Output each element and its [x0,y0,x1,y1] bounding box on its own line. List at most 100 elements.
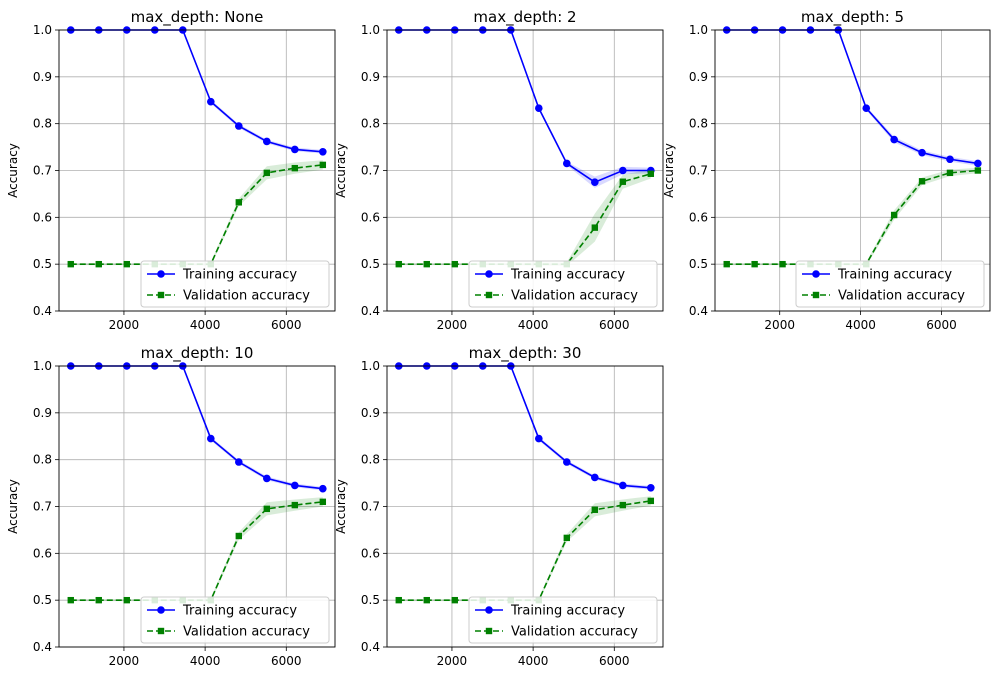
y-axis-label: Accuracy [662,143,676,198]
validation-legend-marker [157,291,165,299]
y-tick-label: 0.5 [361,257,380,271]
y-tick-label: 0.7 [33,164,52,178]
y-tick-label: 1.0 [33,359,52,373]
subplot-grid: 2000 4000 6000 0.4 0.5 0.6 0.7 0.8 0.9 1.0 max_dep… [6,8,991,668]
validation-legend-label: Validation accuracy [511,625,638,640]
validation-point [647,497,655,505]
validation-point [235,199,243,206]
training-point [591,473,599,482]
validation-legend-marker [812,291,820,299]
training-point [535,434,543,443]
training-legend-label: Training accuracy [182,604,297,619]
y-tick-label: 0.6 [33,546,52,560]
x-tick-label: 6000 [599,318,630,332]
y-tick-label: 0.6 [689,210,708,224]
y-tick-label: 1.0 [689,23,708,37]
training-point [207,434,215,443]
x-tick-label: 6000 [271,318,302,332]
y-tick-label: 0.6 [361,546,380,560]
y-tick-label: 0.4 [33,640,52,654]
training-point [207,97,215,106]
x-tick-label: 6000 [271,654,302,668]
legend: Training accuracy Validation accuracy [795,260,985,308]
y-tick-label: 0.8 [33,453,52,467]
subplot-1: 2000 4000 6000 0.4 0.5 0.6 0.7 0.8 0.9 1.0 max_dep… [6,8,336,332]
legend-box [795,260,985,308]
validation-point [918,178,926,185]
y-tick-label: 0.5 [33,593,52,607]
x-tick-label: 4000 [190,654,221,668]
training-point [263,137,271,146]
x-tick-label: 6000 [599,654,630,668]
legend: Training accuracy Validation accuracy [468,596,658,644]
subplot-2: 2000 4000 6000 0.4 0.5 0.6 0.7 0.8 0.9 1.0 max_dep… [334,8,664,332]
validation-legend-label: Validation accuracy [183,625,310,640]
y-axis-label: Accuracy [6,479,20,534]
subplot-title: max_depth: 5 [801,8,904,27]
training-point [918,148,926,157]
validation-point [779,260,786,268]
y-tick-label: 0.4 [689,304,708,318]
validation-point [95,596,102,604]
y-tick-label: 0.7 [689,164,708,178]
training-point [862,104,871,113]
y-tick-label: 0.7 [361,164,380,178]
validation-point [946,169,954,177]
x-tick-label: 2000 [437,654,468,668]
validation-legend-marker [485,291,493,299]
subplot-title: max_depth: 2 [473,8,576,27]
y-axis-label: Accuracy [334,479,348,534]
training-legend-label: Training accuracy [510,268,625,283]
training-point [235,122,243,130]
training-point [974,159,982,168]
training-point [291,481,299,490]
validation-confidence-band [726,167,978,267]
legend-box [140,260,330,308]
validation-point [619,178,627,185]
validation-point [591,224,599,231]
x-tick-label: 2000 [109,654,140,668]
x-tick-label: 4000 [518,318,549,332]
validation-point [974,167,982,174]
y-tick-label: 0.6 [361,210,380,224]
y-axis-label: Accuracy [334,143,348,198]
y-tick-label: 0.9 [33,406,52,420]
subplot-title: max_depth: None [131,8,264,27]
validation-point [319,498,327,506]
training-legend-marker [157,270,165,278]
training-point [647,483,655,492]
y-tick-label: 0.4 [33,304,52,318]
validation-legend-label: Validation accuracy [183,289,310,304]
training-legend-marker [812,270,820,278]
training-point [291,145,299,154]
validation-point [451,596,458,604]
legend-box [140,596,330,644]
y-tick-label: 0.6 [33,210,52,224]
validation-point [751,260,758,268]
training-point [235,458,243,466]
legend-box [468,260,658,308]
training-legend-marker [157,606,165,614]
training-legend-label: Training accuracy [510,604,625,619]
y-tick-label: 0.7 [361,500,380,514]
validation-point [263,169,271,177]
y-tick-label: 0.9 [361,70,380,84]
y-tick-label: 0.5 [361,593,380,607]
validation-point [291,164,299,172]
validation-point [423,260,430,268]
validation-point [563,534,571,542]
y-tick-label: 0.7 [33,500,52,514]
validation-point [591,506,599,513]
y-tick-label: 1.0 [361,359,380,373]
y-tick-label: 0.9 [33,70,52,84]
training-point [263,474,271,483]
validation-point [235,532,243,540]
validation-point [95,260,102,268]
validation-legend-marker [485,627,493,635]
training-legend-marker [485,606,493,614]
validation-accuracy-line [726,169,978,265]
validation-point [619,501,627,509]
training-point [563,458,571,466]
